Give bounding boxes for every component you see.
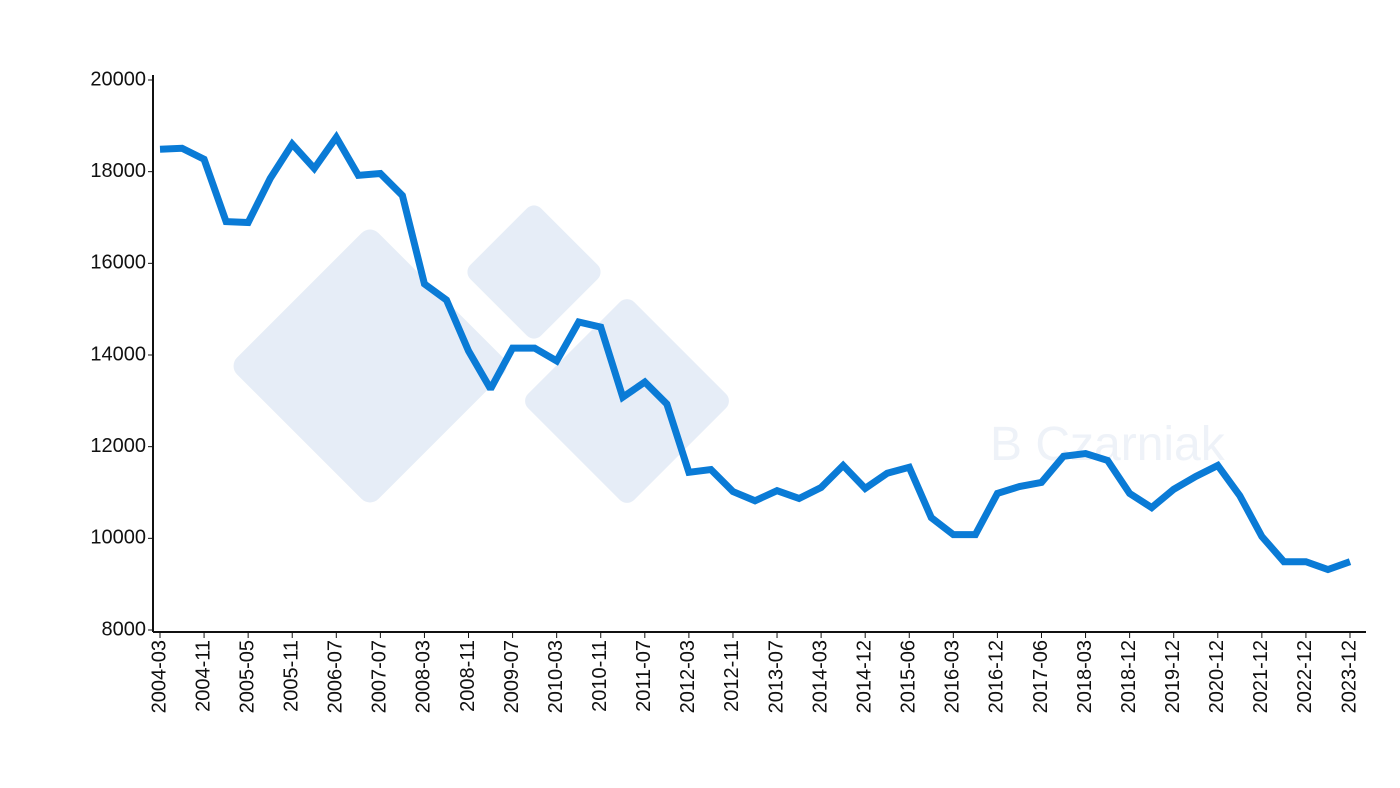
x-tick-label: 2010-11 (589, 640, 611, 712)
x-tick-label: 2016-03 (942, 640, 964, 713)
y-tick-label: 18000 (90, 160, 146, 182)
x-tick-label: 2006-07 (325, 640, 347, 713)
line-series (159, 130, 1352, 574)
logo-diamond (525, 299, 729, 503)
y-tick-label: 20000 (90, 68, 146, 90)
x-tick-label: 2004-03 (148, 640, 170, 713)
x-tick-label: 2022-12 (1294, 640, 1316, 713)
x-tick-label: 2018-12 (1118, 640, 1140, 713)
y-tick-label: 8000 (102, 618, 147, 640)
x-tick-label: 2021-12 (1250, 640, 1272, 713)
y-tick-label: 14000 (90, 343, 146, 365)
y-tick-label: 12000 (90, 435, 146, 457)
watermark-logo (233, 205, 729, 503)
x-tick-label: 2008-03 (413, 640, 435, 713)
x-tick-label: 2013-07 (765, 640, 787, 713)
x-tick-label: 2017-06 (1030, 640, 1052, 713)
x-tick-label: 2020-12 (1206, 640, 1228, 713)
x-tick-label: 2018-03 (1074, 640, 1096, 713)
x-tick-label: 2005-05 (236, 640, 258, 713)
y-tick-label: 10000 (90, 527, 146, 549)
x-tick-label: 2005-11 (281, 640, 303, 712)
x-tick-label: 2014-03 (809, 640, 831, 713)
x-tick-label: 2010-03 (545, 640, 567, 713)
logo-diamond (467, 205, 601, 339)
y-tick-label: 16000 (90, 252, 146, 274)
x-tick-label: 2014-12 (853, 640, 875, 713)
x-tick-label: 2023-12 (1338, 640, 1360, 713)
x-tick-label: 2008-11 (457, 640, 479, 712)
x-tick-label: 2019-12 (1162, 640, 1184, 713)
x-tick-label: 2016-12 (986, 640, 1008, 713)
x-tick-label: 2007-07 (369, 640, 391, 713)
x-tick-label: 2015-06 (898, 640, 920, 713)
x-tick-label: 2012-11 (721, 640, 743, 712)
x-tick-label: 2004-11 (192, 640, 214, 712)
x-tick-label: 2009-07 (501, 640, 523, 713)
x-tick-label: 2011-07 (633, 640, 655, 712)
x-tick-label: 2012-03 (677, 640, 699, 713)
